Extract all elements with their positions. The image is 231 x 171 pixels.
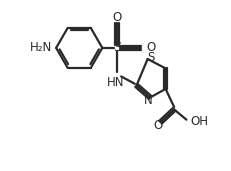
Text: HN: HN xyxy=(107,76,124,89)
Text: O: O xyxy=(112,11,121,24)
Text: N: N xyxy=(143,94,152,107)
Text: S: S xyxy=(112,41,121,54)
Text: S: S xyxy=(146,51,154,64)
Text: OH: OH xyxy=(190,115,207,128)
Text: O: O xyxy=(153,119,162,132)
Text: H₂N: H₂N xyxy=(30,41,52,54)
Text: O: O xyxy=(146,41,155,54)
